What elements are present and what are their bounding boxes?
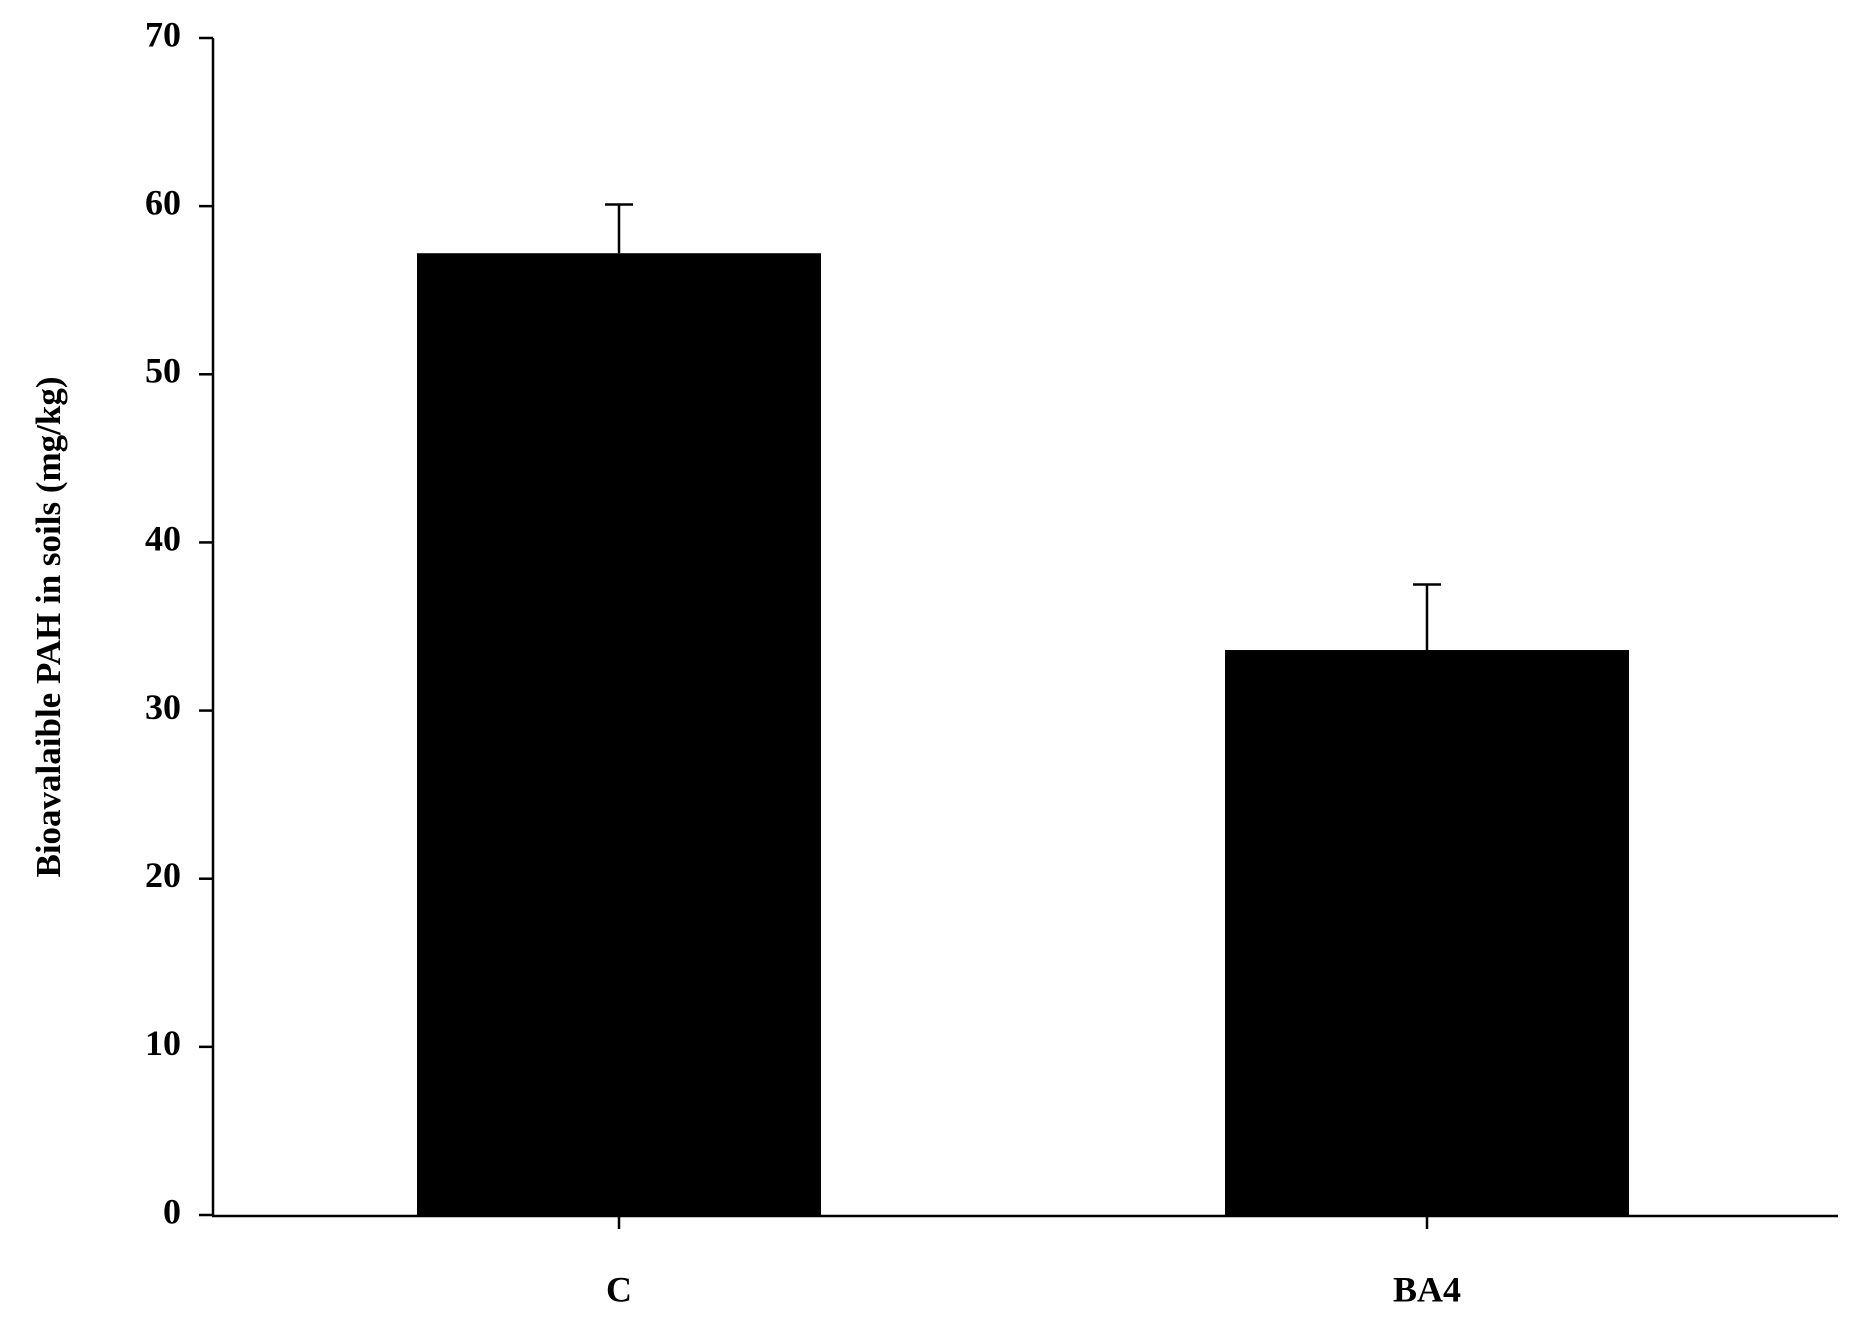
y-tick-label: 40 bbox=[145, 519, 181, 559]
y-tick-label: 10 bbox=[145, 1023, 181, 1063]
bar bbox=[417, 253, 821, 1216]
y-axis-label: Bioavalaible PAH in soils (mg/kg) bbox=[29, 376, 68, 877]
bar bbox=[1225, 650, 1629, 1215]
error-bar bbox=[1413, 583, 1441, 651]
y-tick-label: 50 bbox=[145, 351, 181, 391]
x-tick-label: BA4 bbox=[1393, 1269, 1461, 1309]
x-tick-label: C bbox=[606, 1269, 632, 1309]
y-tick-label: 30 bbox=[145, 687, 181, 727]
y-tick-label: 70 bbox=[145, 14, 181, 54]
error-bar bbox=[605, 203, 633, 254]
y-tick-label: 60 bbox=[145, 182, 181, 222]
y-tick-label: 0 bbox=[163, 1191, 181, 1231]
y-tick-label: 20 bbox=[145, 855, 181, 895]
